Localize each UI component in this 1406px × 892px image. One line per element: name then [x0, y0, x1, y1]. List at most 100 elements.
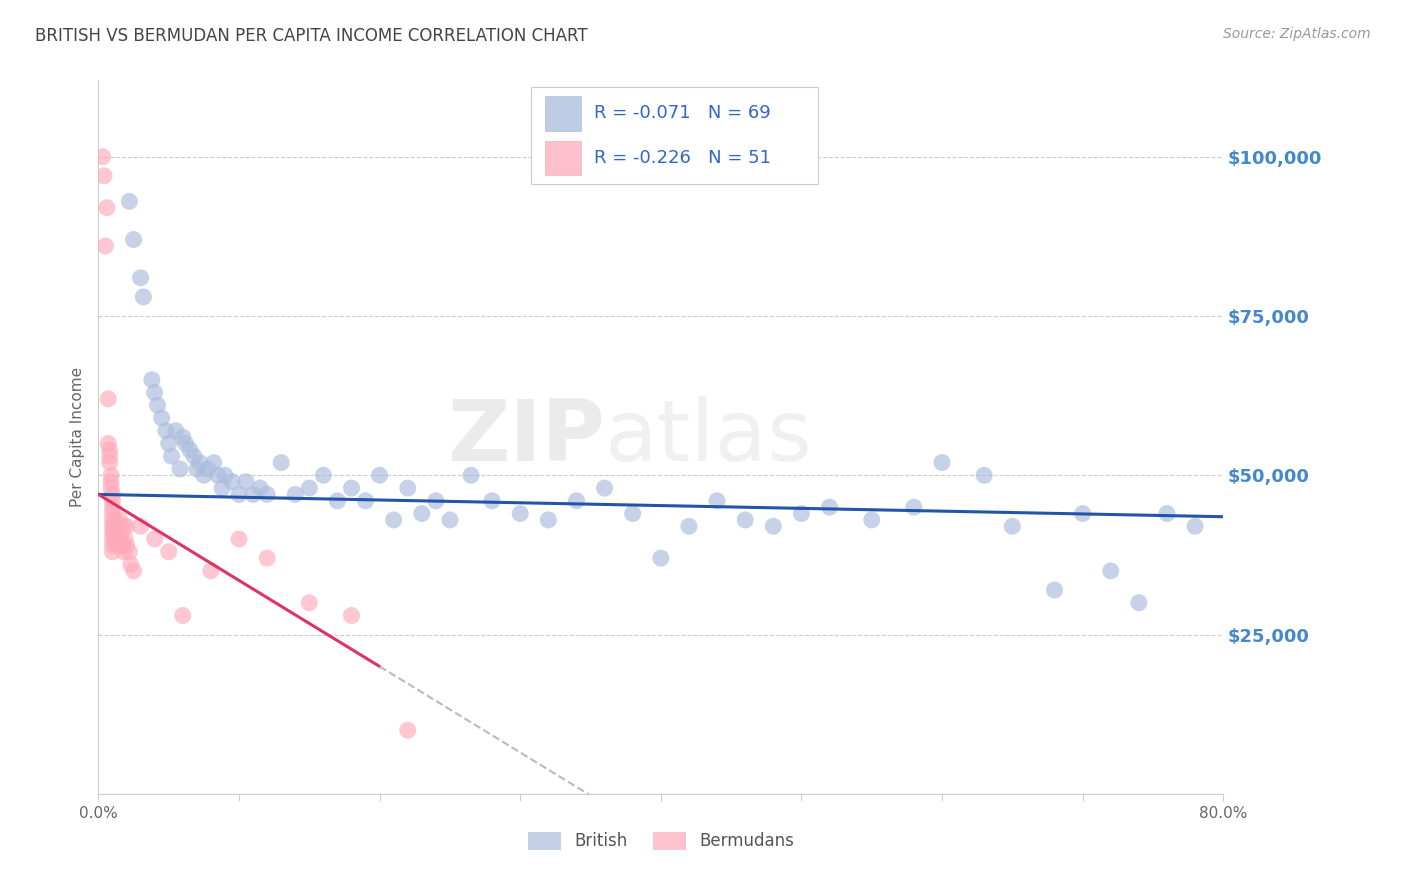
Point	[103, 525, 125, 540]
Point	[298, 596, 321, 610]
Point	[143, 385, 166, 400]
Point	[396, 481, 419, 495]
Point	[931, 456, 953, 470]
Point	[143, 532, 166, 546]
Point	[112, 545, 135, 559]
Point	[101, 487, 124, 501]
Point	[256, 551, 278, 566]
Point	[115, 519, 138, 533]
Point	[132, 290, 155, 304]
Point	[973, 468, 995, 483]
Point	[621, 507, 644, 521]
Point	[340, 608, 363, 623]
FancyBboxPatch shape	[531, 87, 818, 184]
Point	[129, 270, 152, 285]
Point	[211, 481, 233, 495]
Point	[326, 493, 349, 508]
Text: atlas: atlas	[605, 395, 813, 479]
Point	[368, 468, 391, 483]
Point	[207, 468, 229, 483]
Point	[169, 462, 191, 476]
Point	[565, 493, 588, 508]
Point	[186, 462, 208, 476]
Point	[1001, 519, 1024, 533]
Point	[94, 239, 117, 253]
Point	[439, 513, 461, 527]
Point	[1071, 507, 1094, 521]
Point	[122, 564, 145, 578]
Point	[1099, 564, 1122, 578]
Point	[481, 493, 503, 508]
Point	[1156, 507, 1178, 521]
FancyBboxPatch shape	[546, 96, 581, 130]
Point	[108, 525, 131, 540]
Point	[98, 449, 121, 463]
Point	[157, 436, 180, 450]
Point	[425, 493, 447, 508]
Point	[790, 507, 813, 521]
Point	[734, 513, 756, 527]
Point	[197, 462, 219, 476]
Point	[101, 500, 124, 515]
Point	[249, 481, 271, 495]
Point	[762, 519, 785, 533]
Point	[172, 608, 194, 623]
Point	[678, 519, 700, 533]
Point	[100, 475, 122, 489]
Point	[111, 538, 134, 552]
Point	[101, 525, 124, 540]
Point	[129, 519, 152, 533]
Point	[97, 392, 120, 406]
Point	[146, 398, 169, 412]
Point	[214, 468, 236, 483]
Point	[160, 449, 183, 463]
Point	[903, 500, 925, 515]
Point	[298, 481, 321, 495]
Point	[183, 449, 205, 463]
Point	[228, 532, 250, 546]
Point	[312, 468, 335, 483]
Point	[141, 373, 163, 387]
Point	[284, 487, 307, 501]
Point	[96, 201, 118, 215]
Text: R = -0.071   N = 69: R = -0.071 N = 69	[595, 104, 772, 122]
Point	[228, 487, 250, 501]
Point	[340, 481, 363, 495]
FancyBboxPatch shape	[546, 141, 581, 175]
Point	[221, 475, 243, 489]
Point	[200, 564, 222, 578]
Legend: British, Bermudans: British, Bermudans	[522, 825, 800, 857]
Point	[114, 532, 136, 546]
Point	[122, 233, 145, 247]
Text: BRITISH VS BERMUDAN PER CAPITA INCOME CORRELATION CHART: BRITISH VS BERMUDAN PER CAPITA INCOME CO…	[35, 27, 588, 45]
Point	[98, 456, 121, 470]
Point	[193, 468, 215, 483]
Point	[396, 723, 419, 738]
Point	[91, 150, 114, 164]
Point	[256, 487, 278, 501]
Point	[165, 424, 187, 438]
Y-axis label: Per Capita Income: Per Capita Income	[70, 367, 86, 508]
Point	[818, 500, 841, 515]
Point	[650, 551, 672, 566]
Point	[118, 194, 141, 209]
Point	[101, 532, 124, 546]
Point	[179, 442, 201, 457]
Point	[107, 532, 129, 546]
Point	[1043, 582, 1066, 597]
Point	[103, 519, 125, 533]
Point	[1184, 519, 1206, 533]
Point	[104, 513, 127, 527]
Point	[115, 538, 138, 552]
Point	[110, 532, 132, 546]
Point	[101, 545, 124, 559]
Point	[155, 424, 177, 438]
Point	[105, 519, 128, 533]
Point	[101, 519, 124, 533]
Point	[157, 545, 180, 559]
Point	[93, 169, 115, 183]
Point	[354, 493, 377, 508]
Point	[101, 513, 124, 527]
Point	[100, 481, 122, 495]
Point	[101, 538, 124, 552]
